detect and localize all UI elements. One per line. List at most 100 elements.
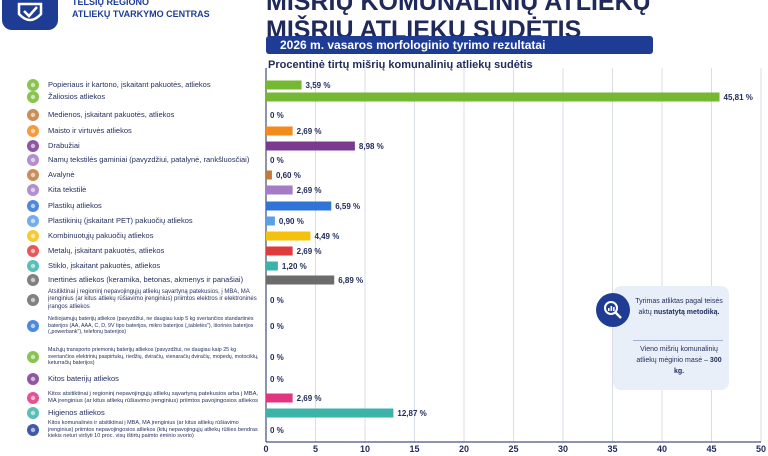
data-label: 0 % (270, 375, 284, 384)
leaf-icon (26, 90, 40, 104)
data-label: 2,69 % (297, 247, 322, 256)
category-label: Stiklo, įskaitant pakuotės, atliekos (48, 260, 161, 270)
data-label: 0 % (270, 322, 284, 331)
title-line-1: MIŠRIŲ KOMUNALINIŲ ATLIEKŲ (266, 0, 651, 16)
category-label: Medienos, įskaitant pakuotės, atliekos (48, 109, 175, 119)
subtitle-banner: 2026 m. vasaros morfologinio tyrimo rezu… (266, 36, 653, 54)
bar (266, 261, 278, 271)
can-icon (26, 244, 40, 258)
category-label: Mažųjų transporto priemonių baterijų atl… (48, 347, 259, 367)
bar (266, 170, 272, 180)
data-label: 4,49 % (314, 232, 339, 241)
category-label: Plastikinių (įskaitant PET) pakuočių atl… (48, 215, 193, 225)
x-tick-label: 30 (558, 444, 568, 454)
shoe-icon (26, 168, 40, 182)
category-label: Kombinuotųjų pakuočių atliekos (48, 230, 154, 240)
magnifier-chart-icon (604, 301, 622, 319)
bar (266, 408, 394, 418)
x-tick-label: 50 (756, 444, 766, 454)
bicycle-icon (26, 350, 40, 364)
category-row: Metalų, įskaitant pakuotės, atliekos (0, 244, 265, 258)
category-label: Kitos komunalinės ir atsitiktinai į MBA,… (48, 419, 258, 440)
data-label: 0 % (270, 156, 284, 165)
bottle-icon (26, 214, 40, 228)
category-label: Avalynė (48, 169, 75, 179)
info-divider (633, 340, 723, 341)
category-label: Namų tekstilės gaminiai (pavyzdžiui, pat… (48, 154, 250, 164)
category-row: Avalynė (0, 169, 265, 181)
category-label: Drabužiai (48, 140, 80, 150)
category-row: Žaliosios atliekos (0, 90, 265, 104)
category-row: Stiklo, įskaitant pakuotės, atliekos (0, 259, 265, 273)
bar (266, 216, 275, 226)
monitor-icon (26, 293, 40, 307)
x-tick-label: 40 (657, 444, 667, 454)
category-row: Popieriaus ir kartono, įskaitant pakuotė… (0, 78, 265, 92)
data-label: 6,89 % (338, 276, 363, 285)
data-label: 12,87 % (397, 409, 426, 418)
info-text-method-bold: nustatytą metodiką. (653, 309, 720, 316)
category-row: Inertinės atliekos (keramika, betonas, a… (0, 273, 265, 287)
category-row: Maisto ir virtuvės atliekos (0, 124, 265, 138)
info-text-method: Tyrimas atliktas pagal teisės aktų nusta… (634, 296, 724, 318)
category-row: Atsitiktinai į regioninį nepavojingųjų a… (0, 282, 265, 318)
category-label: Nešiojamųjų baterijų atliekos (pavyzdžiu… (48, 316, 254, 336)
info-box: Tyrimas atliktas pagal teisės aktų nusta… (596, 286, 729, 390)
category-row: Kitos komunalinės ir atsitiktinai į MBA,… (0, 413, 265, 447)
organization-name: TELŠIŲ REGIONO ATLIEKŲ TVARKYMO CENTRAS (72, 0, 210, 20)
bar (266, 141, 355, 151)
data-label: 2,69 % (297, 394, 322, 403)
warning-icon (26, 391, 40, 405)
leaf-icon (26, 78, 40, 92)
info-text-sample-pre: Vieno mišrių komunalinių atliekų mėginio… (636, 346, 718, 364)
carton-icon (26, 229, 40, 243)
category-row: Kita tekstilė (0, 183, 265, 197)
bar (266, 393, 293, 403)
bar (266, 246, 293, 256)
category-label: Maisto ir virtuvės atliekos (48, 125, 132, 135)
category-label: Kitos baterijų atliekos (48, 373, 119, 383)
data-label: 0,90 % (279, 217, 304, 226)
bar (266, 92, 720, 102)
data-label: 45,81 % (724, 93, 753, 102)
org-line-2: ATLIEKŲ TVARKYMO CENTRAS (72, 9, 210, 19)
shirt-icon (26, 139, 40, 153)
yarn-icon (26, 183, 40, 197)
bar (266, 231, 311, 241)
x-tick-label: 35 (607, 444, 617, 454)
info-circle (596, 293, 630, 327)
info-text-method-pre: Tyrimas atliktas pagal teisės aktų (635, 298, 723, 316)
bar (266, 126, 293, 136)
category-label: Metalų, įskaitant pakuotės, atliekos (48, 245, 165, 255)
bar (266, 275, 335, 285)
category-row: Kombinuotųjų pakuočių atliekos (0, 229, 265, 243)
category-row: Mažųjų transporto priemonių baterijų atl… (0, 339, 265, 375)
info-text-sample-bold: 300 kg. (673, 357, 722, 375)
category-row: Drabužiai (0, 140, 265, 152)
x-tick-label: 15 (409, 444, 419, 454)
glass-bottle-icon (26, 259, 40, 273)
data-label: 2,69 % (297, 127, 322, 136)
x-tick-label: 20 (459, 444, 469, 454)
category-row: Namų tekstilės gaminiai (pavyzdžiui, pat… (0, 152, 265, 168)
bar (266, 201, 332, 211)
data-label: 3,59 % (306, 81, 331, 90)
chart-title: Procentinė tirtų mišrių komunalinių atli… (268, 59, 533, 71)
category-label: Higienos atliekos (48, 407, 105, 417)
category-row: Kitos baterijų atliekos (0, 372, 265, 386)
category-label: Inertinės atliekos (keramika, betonas, a… (48, 274, 244, 284)
data-label: 8,98 % (359, 142, 384, 151)
org-line-1: TELŠIŲ REGIONO (72, 0, 150, 7)
category-label: Kita tekstilė (48, 184, 87, 194)
category-row: Plastikinių (įskaitant PET) pakuočių atl… (0, 214, 265, 228)
battery-icon (26, 319, 40, 333)
towel-icon (26, 153, 40, 167)
data-label: 0 % (270, 296, 284, 305)
category-row: Medienos, įskaitant pakuotės, atliekos (0, 108, 265, 122)
x-tick-label: 5 (313, 444, 318, 454)
x-tick-label: 10 (360, 444, 370, 454)
bottle-icon (26, 199, 40, 213)
logo (2, 0, 58, 30)
x-tick-label: 0 (263, 444, 268, 454)
